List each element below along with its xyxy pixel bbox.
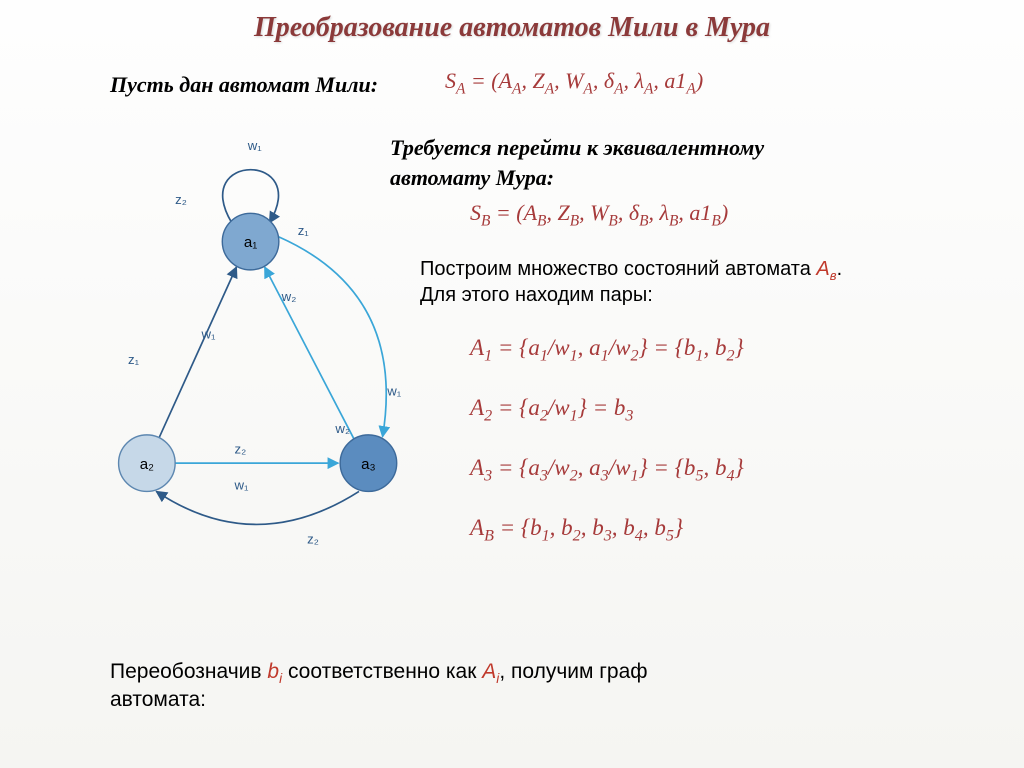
page-title: Преобразование автоматов Мили в Мура: [0, 12, 1024, 44]
edge-label-w2-inner: w₂: [281, 289, 297, 304]
node-a3-label: a₃: [361, 456, 376, 473]
edge-a3-a2: [156, 491, 359, 524]
bottom-line-1: Переобозначив bi соответственно как Ai, …: [110, 660, 648, 686]
edge-label-w1-far: w₁: [386, 383, 402, 398]
eq-ab: AB = {b1, b2, b3, b4, b5}: [470, 515, 683, 546]
edge-a1-a3: [279, 237, 386, 437]
formula-sa: SA = (AA, ZA, WA, δA, λA, a1A): [445, 68, 703, 98]
formula-sb: SB = (AB, ZB, WB, δB, λB, a1B): [470, 200, 728, 230]
edge-label-z2-mid: z₂: [235, 442, 247, 457]
node-a2-label: a₂: [140, 456, 154, 473]
eq-a2: A2 = {a2/w1} = b3: [470, 395, 633, 426]
subtitle-moore-1: Требуется перейти к эквивалентному: [390, 135, 764, 161]
node-a1-label: a₁: [244, 234, 257, 251]
edge-a2-a1: [159, 267, 236, 438]
body-line-1: Построим множество состояний автомата Aв…: [420, 258, 842, 283]
edge-label-w2-a3: w₂: [334, 421, 350, 436]
edge-label-z1-right: z₁: [298, 223, 310, 238]
bottom-line-2: автомата:: [110, 688, 206, 712]
subtitle-mealy: Пусть дан автомат Мили:: [110, 72, 378, 98]
edge-label-z1-left: z₁: [128, 352, 140, 367]
edge-label-z2-self: z₂: [175, 192, 187, 207]
edge-label-w1-mid: w₁: [234, 478, 250, 493]
edge-label-w1-self: w₁: [247, 138, 263, 153]
edge-a3-a1-inner: [265, 267, 355, 440]
edge-label-z2-low: z₂: [307, 531, 319, 546]
edge-label-w1-left: w₁: [201, 327, 217, 342]
body-line-2: Для этого находим пары:: [420, 284, 653, 307]
eq-a1: A1 = {a1/w1, a1/w2} = {b1, b2}: [470, 335, 744, 366]
eq-a3: A3 = {a3/w2, a3/w1} = {b5, b4}: [470, 455, 744, 486]
automaton-diagram: w₁ z₂ z₁ w₂ w₁ z₁ z₂ w₁ z₂ w₁ w₂ a₁ a₂ a…: [95, 120, 425, 580]
